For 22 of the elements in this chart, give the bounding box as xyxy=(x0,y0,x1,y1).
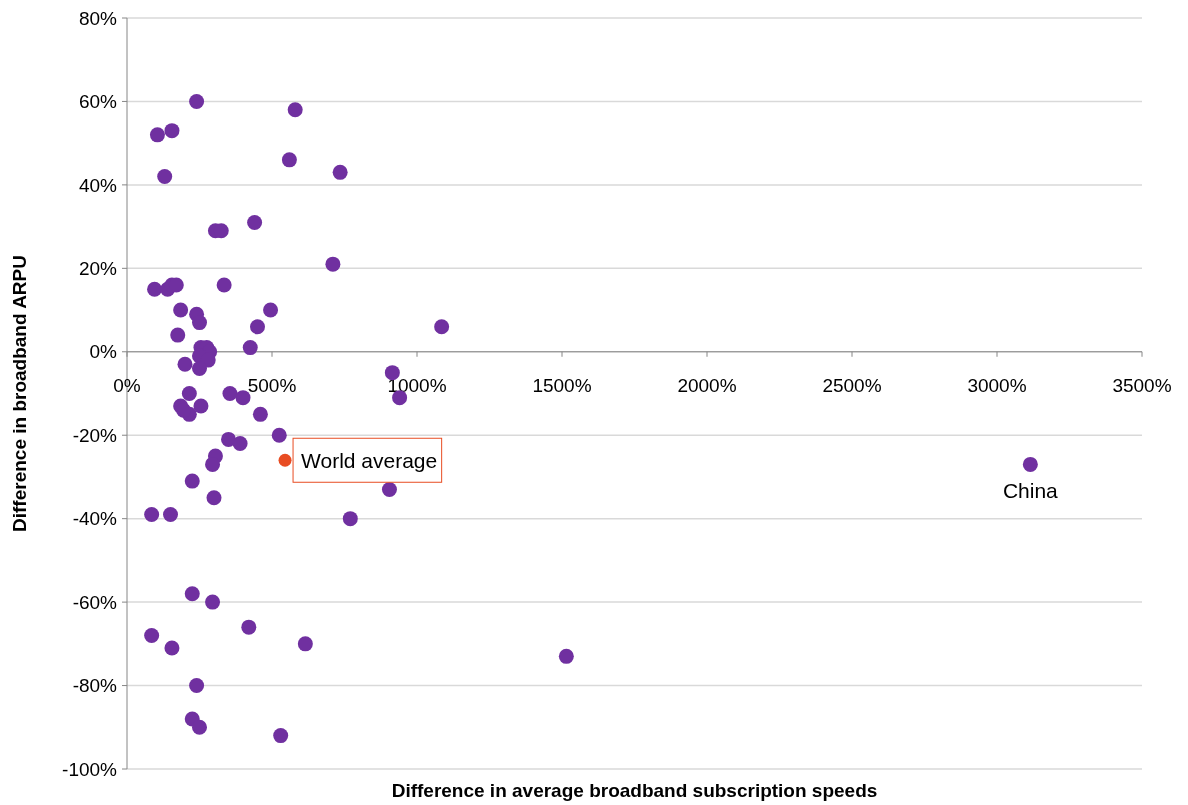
y-tick-label: -40% xyxy=(72,508,118,530)
x-axis-title: Difference in average broadband subscription speeds xyxy=(391,780,878,801)
y-tick-label: 40% xyxy=(78,174,118,196)
y-tick-label: 20% xyxy=(78,257,118,279)
y-axis-title: Difference in broadband ARPU xyxy=(9,255,30,532)
x-tick-label: 2000% xyxy=(677,374,737,396)
y-tick-label: 60% xyxy=(78,91,118,113)
y-tick-label: 80% xyxy=(78,7,118,29)
series-label: World average xyxy=(301,448,438,472)
y-tick-label: -80% xyxy=(72,675,118,697)
y-tick-label: -100% xyxy=(62,758,118,780)
y-tick-label: -20% xyxy=(72,424,118,446)
x-tick-label: 1500% xyxy=(532,374,592,396)
x-tick-label: 3500% xyxy=(1112,374,1172,396)
x-tick-label: 2500% xyxy=(822,374,882,396)
y-tick-label: 0% xyxy=(89,341,118,363)
annotation: China xyxy=(1002,479,1059,503)
x-tick-label: 500% xyxy=(247,374,297,396)
y-tick-label: -60% xyxy=(72,591,118,613)
x-tick-label: 0% xyxy=(113,374,141,396)
x-tick-label: 3000% xyxy=(967,374,1027,396)
x-tick-label: 1000% xyxy=(387,374,447,396)
